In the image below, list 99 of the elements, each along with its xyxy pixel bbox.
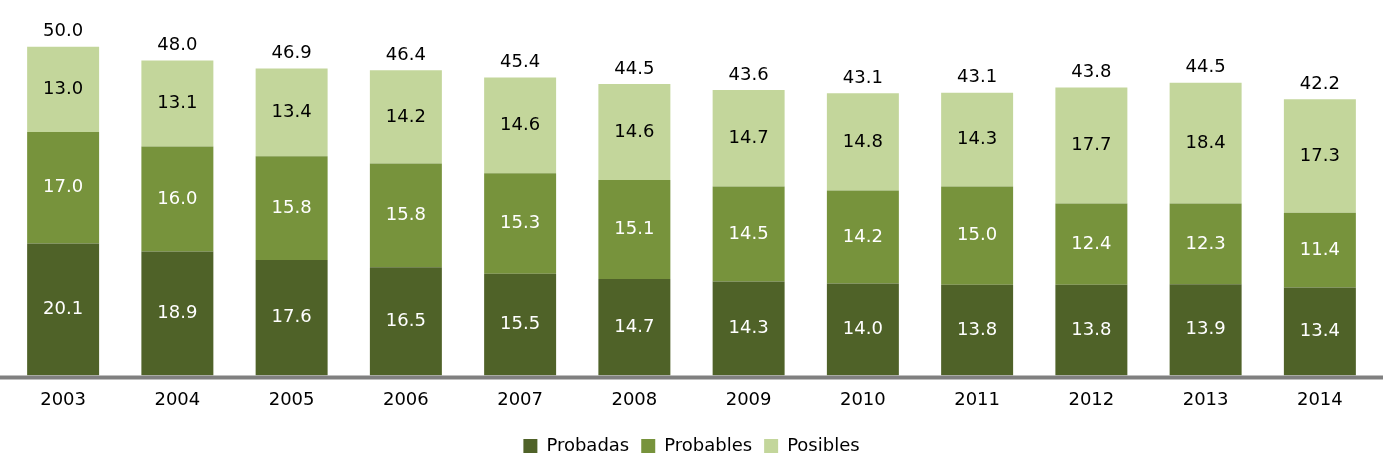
bar	[826, 283, 899, 376]
total-label: 48.0	[157, 33, 198, 55]
bar	[941, 284, 1014, 376]
data-label: 17.6	[271, 305, 312, 327]
bar	[484, 173, 557, 274]
data-label: 17.0	[43, 175, 84, 197]
x-tick-label: 2004	[154, 387, 201, 409]
bar	[1169, 203, 1242, 285]
legend-label: Probadas	[546, 433, 630, 455]
x-tick-label: 2008	[611, 387, 658, 409]
data-label: 16.5	[385, 308, 426, 330]
bar	[369, 163, 442, 268]
data-label: 13.8	[1071, 317, 1112, 339]
bar	[27, 46, 100, 133]
data-label: 18.9	[157, 301, 198, 323]
data-label: 12.3	[1185, 231, 1226, 253]
data-label: 14.0	[842, 317, 883, 339]
total-label: 44.5	[614, 56, 655, 78]
x-tick-label: 2005	[268, 387, 315, 409]
data-label: 14.2	[842, 224, 883, 246]
bar	[484, 77, 557, 174]
x-tick-label: 2010	[839, 387, 886, 409]
data-label: 14.7	[614, 314, 655, 336]
data-label: 13.1	[157, 91, 198, 113]
data-label: 16.0	[157, 186, 198, 208]
total-label: 50.0	[43, 19, 84, 41]
bar	[27, 132, 100, 244]
bar	[598, 179, 671, 279]
data-label: 14.6	[500, 113, 541, 135]
total-label: 43.6	[728, 62, 769, 84]
data-label: 14.7	[728, 125, 769, 147]
total-label: 42.2	[1299, 71, 1340, 93]
x-tick-label: 2014	[1296, 387, 1343, 409]
data-label: 14.6	[614, 119, 655, 141]
bar	[255, 259, 328, 376]
data-label: 15.3	[500, 211, 541, 233]
bar	[141, 146, 214, 252]
x-tick-label: 2006	[382, 387, 429, 409]
bar	[141, 251, 214, 376]
total-label: 46.4	[385, 43, 426, 65]
bar	[369, 267, 442, 376]
data-label: 14.2	[385, 104, 426, 126]
data-label: 13.4	[271, 100, 312, 121]
bar	[1055, 87, 1128, 204]
data-label: 20.1	[43, 297, 84, 319]
bar	[255, 68, 328, 157]
total-label: 43.1	[957, 65, 998, 87]
bar	[598, 278, 671, 376]
bar	[27, 243, 100, 376]
data-label: 12.4	[1071, 231, 1112, 253]
bar	[484, 273, 557, 376]
data-label: 15.0	[957, 223, 998, 245]
data-label: 15.1	[614, 217, 655, 239]
data-label: 14.5	[728, 221, 769, 243]
x-tick-label: 2011	[954, 387, 1001, 409]
x-tick-label: 2013	[1182, 387, 1229, 409]
bar	[712, 186, 785, 282]
bar	[1283, 99, 1356, 213]
data-label: 15.8	[271, 195, 312, 217]
x-tick-label: 2012	[1068, 387, 1115, 409]
x-tick-label: 2007	[497, 387, 544, 409]
total-label: 44.5	[1185, 55, 1226, 77]
bar	[369, 70, 442, 164]
data-label: 13.4	[1299, 319, 1340, 341]
data-label: 14.3	[728, 316, 769, 338]
data-label: 14.8	[842, 129, 883, 151]
total-label: 43.8	[1071, 60, 1112, 82]
bar	[1169, 284, 1242, 376]
bar	[1283, 287, 1356, 376]
bar	[712, 90, 785, 187]
data-label: 13.0	[43, 77, 84, 99]
legend-label: Posibles	[787, 433, 860, 455]
bar	[941, 186, 1014, 285]
bar	[941, 92, 1014, 187]
bar	[598, 84, 671, 180]
x-tick-label: 2003	[40, 387, 87, 409]
total-label: 45.4	[500, 50, 541, 72]
data-label: 15.5	[500, 312, 541, 334]
bar	[141, 60, 214, 147]
bar	[826, 93, 899, 191]
legend-label: Probables	[664, 433, 753, 455]
data-label: 17.7	[1071, 133, 1112, 155]
total-label: 46.9	[271, 41, 312, 63]
data-label: 17.3	[1299, 143, 1340, 165]
bar	[1055, 203, 1128, 285]
x-tick-label: 2009	[725, 387, 772, 409]
bar	[255, 156, 328, 260]
bar	[712, 281, 785, 376]
bar	[1169, 82, 1242, 204]
bar	[826, 190, 899, 284]
data-label: 13.9	[1185, 317, 1226, 339]
data-label: 14.3	[957, 127, 998, 149]
data-label: 18.4	[1185, 130, 1226, 152]
data-label: 15.8	[385, 203, 426, 224]
data-label: 13.8	[957, 317, 998, 339]
bar	[1055, 284, 1128, 376]
bar	[1283, 212, 1356, 288]
total-label: 43.1	[842, 65, 883, 87]
data-label: 11.4	[1299, 237, 1340, 259]
